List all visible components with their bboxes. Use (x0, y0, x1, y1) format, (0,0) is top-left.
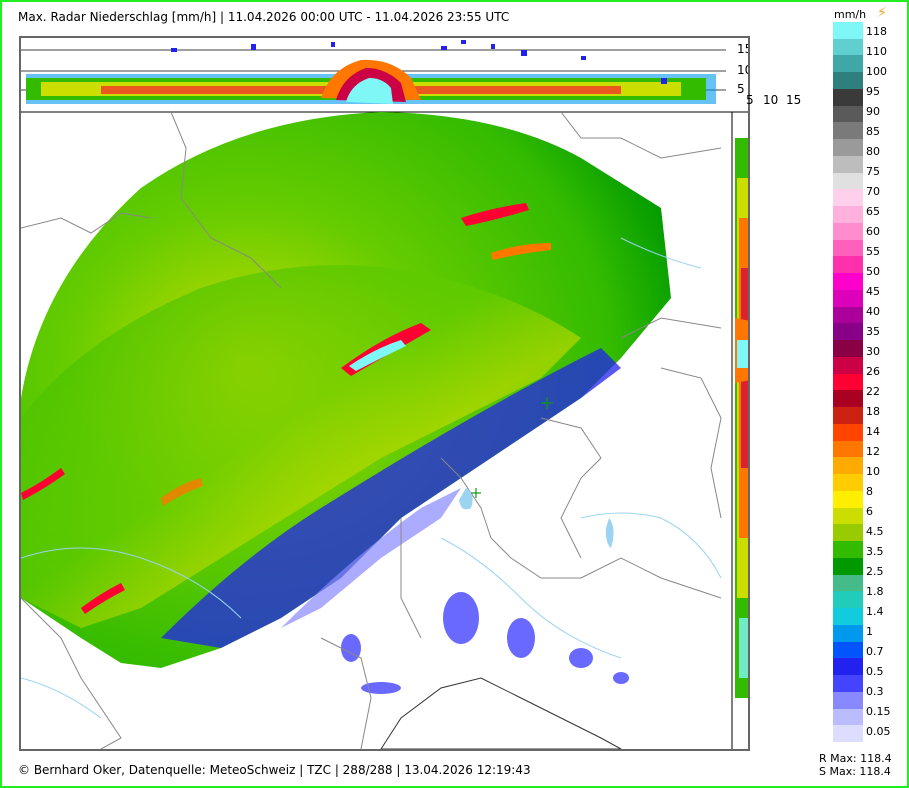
legend-swatch (833, 172, 863, 190)
legend-label: 45 (866, 285, 880, 298)
legend-label: 50 (866, 265, 880, 278)
side-profile-tick-15: 15 (786, 93, 802, 107)
legend-label: 70 (866, 185, 880, 198)
legend-swatch (833, 658, 863, 676)
legend-label: 95 (866, 85, 880, 98)
footer-credits: © Bernhard Oker, Datenquelle: MeteoSchwe… (18, 763, 531, 777)
legend-label: 18 (866, 405, 880, 418)
legend-swatch (833, 524, 863, 542)
legend-swatch (833, 423, 863, 441)
color-legend (833, 22, 863, 743)
legend-swatch (833, 624, 863, 642)
legend-label: 35 (866, 325, 880, 338)
legend-label: 0.5 (866, 665, 884, 678)
legend-swatch (833, 189, 863, 207)
legend-label: 110 (866, 45, 887, 58)
legend-swatch (833, 691, 863, 709)
legend-label: 75 (866, 165, 880, 178)
legend-label: 0.05 (866, 725, 891, 738)
radar-main-map (21, 111, 722, 749)
legend-label: 14 (866, 425, 880, 438)
legend-label: 6 (866, 505, 873, 518)
legend-swatch (833, 155, 863, 173)
legend-label: 118 (866, 25, 887, 38)
r-max-value: R Max: 118.4 (819, 752, 892, 765)
legend-swatch (833, 122, 863, 140)
legend-swatch (833, 440, 863, 458)
legend-label: 1.4 (866, 605, 884, 618)
legend-label: 4.5 (866, 525, 884, 538)
legend-swatch (833, 72, 863, 90)
legend-swatch (833, 306, 863, 324)
legend-label: 0.3 (866, 685, 884, 698)
legend-swatch (833, 256, 863, 274)
legend-swatch (833, 390, 863, 408)
legend-swatch (833, 340, 863, 358)
legend-swatch (833, 222, 863, 240)
legend-swatch (833, 239, 863, 257)
lightning-icon: ⚡ (877, 5, 887, 21)
legend-label: 22 (866, 385, 880, 398)
radar-map[interactable]: 15 10 5 km (19, 36, 750, 751)
legend-label: 55 (866, 245, 880, 258)
legend-unit: mm/h (834, 8, 867, 21)
legend-label: 26 (866, 365, 880, 378)
legend-swatch (833, 675, 863, 693)
legend-swatch (833, 105, 863, 123)
legend-label: 8 (866, 485, 873, 498)
side-profile-tick-5: 5 (746, 93, 754, 107)
s-max-value: S Max: 118.4 (819, 765, 891, 778)
legend-swatch (833, 88, 863, 106)
legend-swatch (833, 457, 863, 475)
legend-swatch (833, 574, 863, 592)
radar-map-svg (21, 40, 748, 749)
side-profile-tick-10: 10 (763, 93, 779, 107)
legend-label: 2.5 (866, 565, 884, 578)
side-height-profile (731, 112, 748, 749)
legend-swatch (833, 356, 863, 374)
legend-swatch (833, 541, 863, 559)
legend-label: 60 (866, 225, 880, 238)
legend-label: 85 (866, 125, 880, 138)
legend-swatch (833, 273, 863, 291)
legend-swatch (833, 507, 863, 525)
legend-swatch (833, 206, 863, 224)
legend-label: 1.8 (866, 585, 884, 598)
legend-swatch (833, 323, 863, 341)
legend-label: 100 (866, 65, 887, 78)
legend-swatch (833, 407, 863, 425)
legend-swatch (833, 557, 863, 575)
legend-swatch (833, 490, 863, 508)
legend-swatch (833, 38, 863, 56)
top-profile-tick-10: 10 (737, 63, 748, 77)
legend-swatch (833, 641, 863, 659)
map-title: Max. Radar Niederschlag [mm/h] | 11.04.2… (18, 10, 510, 24)
legend-label: 40 (866, 305, 880, 318)
legend-swatch (833, 373, 863, 391)
legend-swatch (833, 725, 863, 743)
legend-label: 1 (866, 625, 873, 638)
legend-swatch (833, 608, 863, 626)
legend-swatch (833, 289, 863, 307)
legend-label: 10 (866, 465, 880, 478)
legend-swatch (833, 22, 863, 39)
legend-label: 0.7 (866, 645, 884, 658)
legend-label: 3.5 (866, 545, 884, 558)
legend-label: 12 (866, 445, 880, 458)
top-height-profile (21, 40, 748, 113)
top-profile-tick-5: 5 (737, 82, 745, 96)
legend-label: 80 (866, 145, 880, 158)
legend-label: 90 (866, 105, 880, 118)
legend-swatch (833, 591, 863, 609)
legend-label: 0.15 (866, 705, 891, 718)
legend-swatch (833, 139, 863, 157)
legend-swatch (833, 474, 863, 492)
legend-label: 65 (866, 205, 880, 218)
legend-label: 30 (866, 345, 880, 358)
legend-swatch (833, 55, 863, 73)
top-profile-tick-15: 15 (737, 42, 748, 56)
legend-swatch (833, 708, 863, 726)
